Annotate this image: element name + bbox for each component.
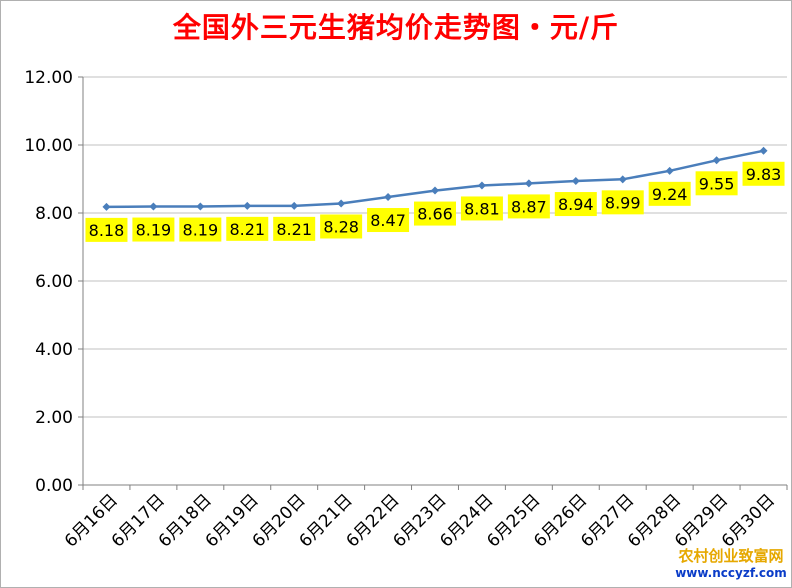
data-label-box bbox=[273, 216, 316, 241]
data-label-box bbox=[460, 196, 503, 221]
data-label-box bbox=[648, 181, 691, 206]
data-point bbox=[102, 202, 111, 211]
data-label: 8.87 bbox=[511, 197, 547, 216]
data-label-box bbox=[601, 190, 644, 215]
data-point bbox=[524, 179, 533, 188]
y-tick-label: 8.00 bbox=[35, 204, 73, 224]
y-tick-label: 2.00 bbox=[35, 408, 73, 428]
watermark-site-name: 农村创业致富网 bbox=[678, 547, 784, 565]
data-point bbox=[149, 202, 158, 211]
site-watermark: 农村创业致富网 www.nccyzf.com bbox=[674, 546, 788, 584]
chart-title: 全国外三元生猪均价走势图・元/斤 bbox=[172, 11, 620, 44]
data-point bbox=[759, 146, 768, 155]
y-tick-label: 6.00 bbox=[35, 272, 73, 292]
data-label: 8.18 bbox=[89, 221, 125, 240]
data-label: 8.21 bbox=[276, 220, 312, 239]
y-tick-label: 12.00 bbox=[24, 68, 73, 88]
data-label: 9.83 bbox=[746, 165, 782, 184]
data-label: 8.94 bbox=[558, 195, 594, 214]
data-point bbox=[290, 201, 299, 210]
y-tick-label: 0.00 bbox=[35, 476, 73, 496]
data-point bbox=[618, 175, 627, 184]
data-label-box bbox=[554, 192, 597, 217]
data-point bbox=[337, 199, 346, 208]
data-point bbox=[477, 181, 486, 190]
data-label: 8.19 bbox=[136, 221, 172, 240]
data-label-box bbox=[132, 217, 175, 242]
data-point bbox=[665, 166, 674, 175]
data-label-box bbox=[85, 217, 128, 242]
y-tick-label: 10.00 bbox=[24, 136, 73, 156]
data-label-box bbox=[320, 214, 363, 239]
data-point bbox=[243, 201, 252, 210]
data-point bbox=[431, 186, 439, 195]
data-label: 9.55 bbox=[699, 174, 735, 193]
data-label: 8.66 bbox=[417, 205, 453, 224]
data-point bbox=[712, 156, 721, 165]
y-tick-label: 4.00 bbox=[35, 340, 73, 360]
data-label-box bbox=[507, 194, 550, 219]
data-label-box bbox=[226, 216, 269, 241]
data-label: 8.99 bbox=[605, 193, 641, 212]
data-label-box bbox=[367, 208, 410, 233]
data-point bbox=[571, 177, 580, 186]
data-point bbox=[384, 193, 393, 202]
data-label-box bbox=[414, 201, 456, 226]
data-label: 8.19 bbox=[183, 221, 219, 240]
data-label: 8.81 bbox=[464, 199, 500, 218]
watermark-url: www.nccyzf.com bbox=[675, 566, 787, 580]
data-label: 8.28 bbox=[323, 217, 359, 236]
data-label-box bbox=[695, 171, 738, 196]
data-label: 8.21 bbox=[229, 220, 265, 239]
data-label-box bbox=[179, 217, 222, 242]
data-point bbox=[196, 202, 205, 211]
data-label-box bbox=[742, 161, 785, 186]
data-label: 9.24 bbox=[652, 185, 688, 204]
data-label: 8.47 bbox=[370, 211, 406, 230]
